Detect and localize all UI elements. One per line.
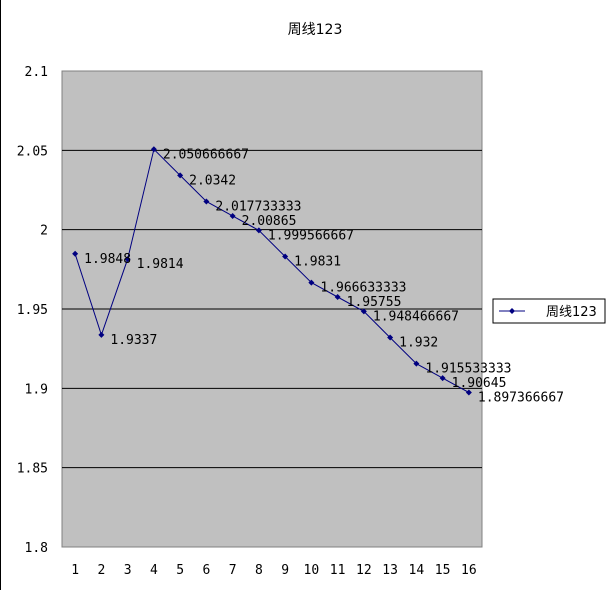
x-tick-label: 12: [356, 563, 372, 578]
data-points: [72, 146, 472, 396]
data-point: [439, 375, 446, 382]
data-point: [255, 227, 262, 234]
y-tick-label: 2: [40, 224, 48, 239]
chart-title: 周线123: [288, 22, 343, 38]
legend: 周线123: [492, 298, 606, 324]
data-label: 1.95755: [347, 295, 402, 310]
y-tick-label: 2.1: [25, 65, 48, 80]
data-label: 2.00865: [242, 214, 297, 229]
data-label: 1.948466667: [373, 309, 459, 324]
data-point: [203, 198, 210, 205]
x-axis-tick-labels: 1 2 3 4 5 6 7 8 9 10 11 12 13 14 15 16: [71, 563, 476, 578]
x-tick-label: 1: [71, 563, 79, 578]
data-point: [465, 389, 472, 396]
data-label: 1.999566667: [268, 228, 354, 243]
x-tick-label: 8: [255, 563, 263, 578]
data-point: [72, 250, 79, 257]
data-label: 1.932: [399, 336, 438, 351]
x-tick-label: 10: [304, 563, 320, 578]
x-tick-label: 14: [409, 563, 425, 578]
series-line: [74, 148, 470, 393]
legend-series-label: 周线123: [546, 305, 597, 320]
legend-marker-icon: [509, 308, 515, 314]
data-label: 1.9848: [84, 252, 131, 267]
data-point: [282, 253, 289, 260]
data-point: [98, 331, 105, 338]
data-point: [150, 146, 157, 153]
gridlines: [62, 149, 482, 469]
data-label: 2.050666667: [163, 147, 249, 162]
data-point: [177, 172, 184, 179]
x-tick-label: 16: [461, 563, 477, 578]
y-tick-label: 2.05: [17, 144, 48, 159]
data-point: [308, 279, 315, 286]
data-label: 1.9337: [110, 333, 157, 348]
x-tick-label: 6: [202, 563, 210, 578]
y-axis-tick-labels: 1.8 1.85 1.9 1.95 2 2.05 2.1: [17, 65, 48, 556]
data-labels: 1.9848 1.9337 1.9814 2.050666667 2.0342 2.017…: [84, 147, 564, 405]
data-label: 1.9814: [137, 257, 184, 272]
x-tick-label: 15: [435, 563, 451, 578]
x-tick-label: 7: [229, 563, 237, 578]
data-point: [124, 256, 131, 263]
data-point: [387, 334, 394, 341]
x-tick-label: 9: [281, 563, 289, 578]
x-tick-label: 13: [382, 563, 398, 578]
data-point: [413, 360, 420, 367]
y-tick-label: 1.8: [25, 541, 48, 556]
x-tick-label: 3: [124, 563, 132, 578]
y-tick-label: 1.9: [25, 382, 48, 397]
data-label: 1.966633333: [320, 281, 406, 296]
data-label: 2.0342: [189, 173, 236, 188]
x-tick-label: 4: [150, 563, 158, 578]
x-tick-label: 5: [176, 563, 184, 578]
data-point: [334, 294, 341, 301]
y-tick-label: 1.85: [17, 462, 48, 477]
data-label: 1.915533333: [425, 362, 511, 377]
data-label: 2.017733333: [215, 200, 301, 215]
data-label: 1.897366667: [478, 391, 564, 406]
x-tick-label: 11: [330, 563, 346, 578]
data-point: [229, 212, 236, 219]
data-label: 1.9831: [294, 254, 341, 269]
y-tick-label: 1.95: [17, 303, 48, 318]
data-label: 1.90645: [452, 376, 507, 391]
data-point: [360, 308, 367, 315]
x-tick-label: 2: [97, 563, 105, 578]
